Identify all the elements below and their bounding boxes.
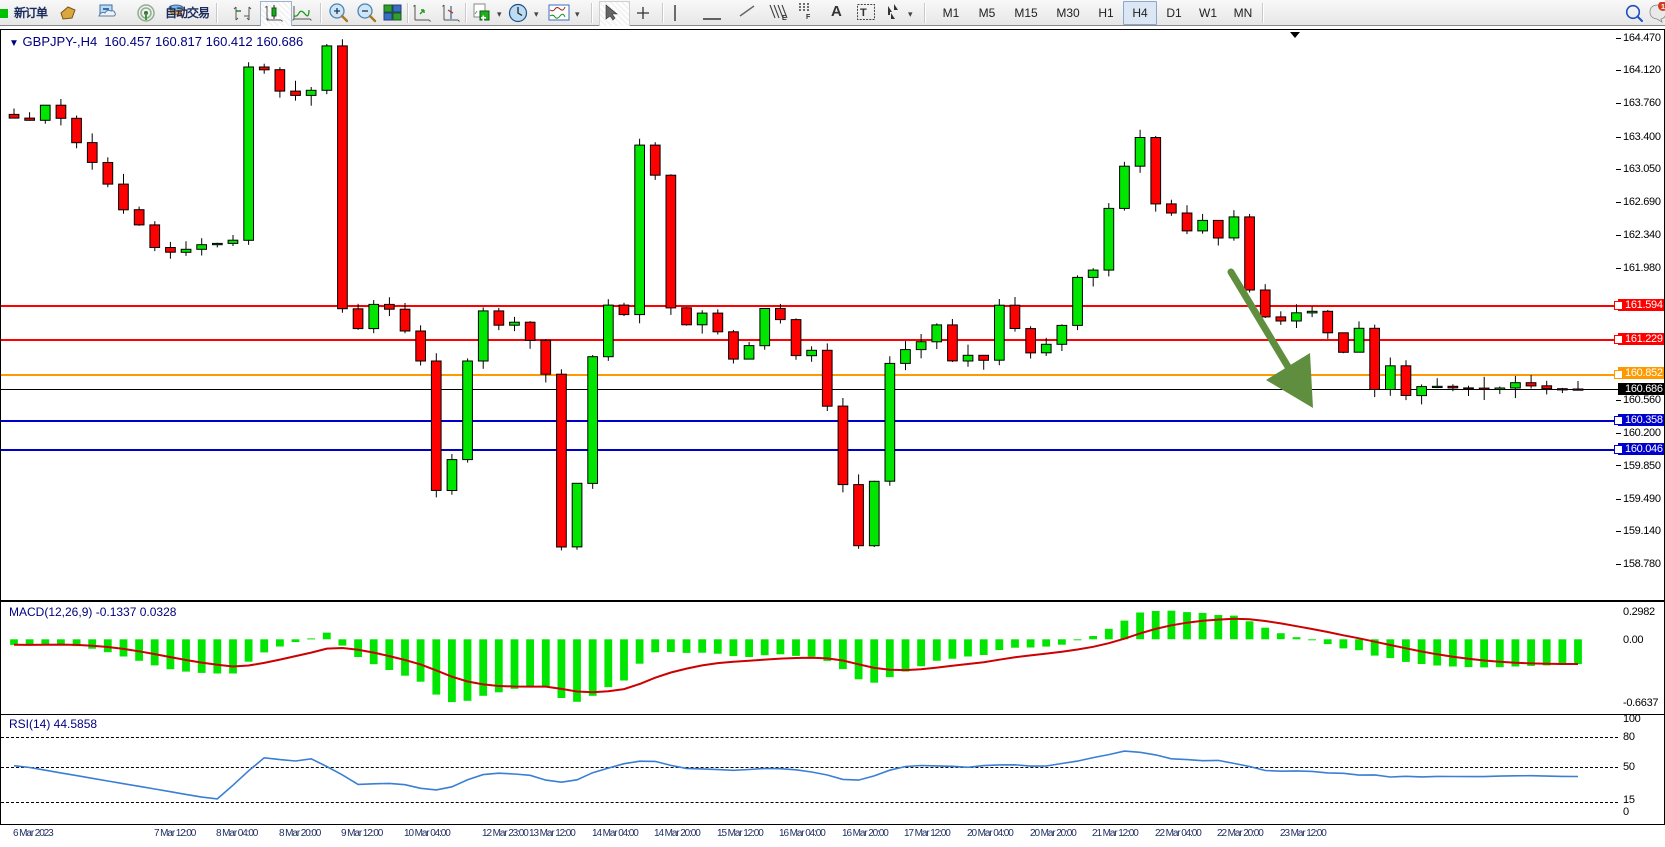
svg-text:1: 1 [1661,2,1665,11]
svg-text:E: E [782,15,787,20]
svg-text:F: F [806,14,811,19]
svg-text:T: T [860,7,867,19]
